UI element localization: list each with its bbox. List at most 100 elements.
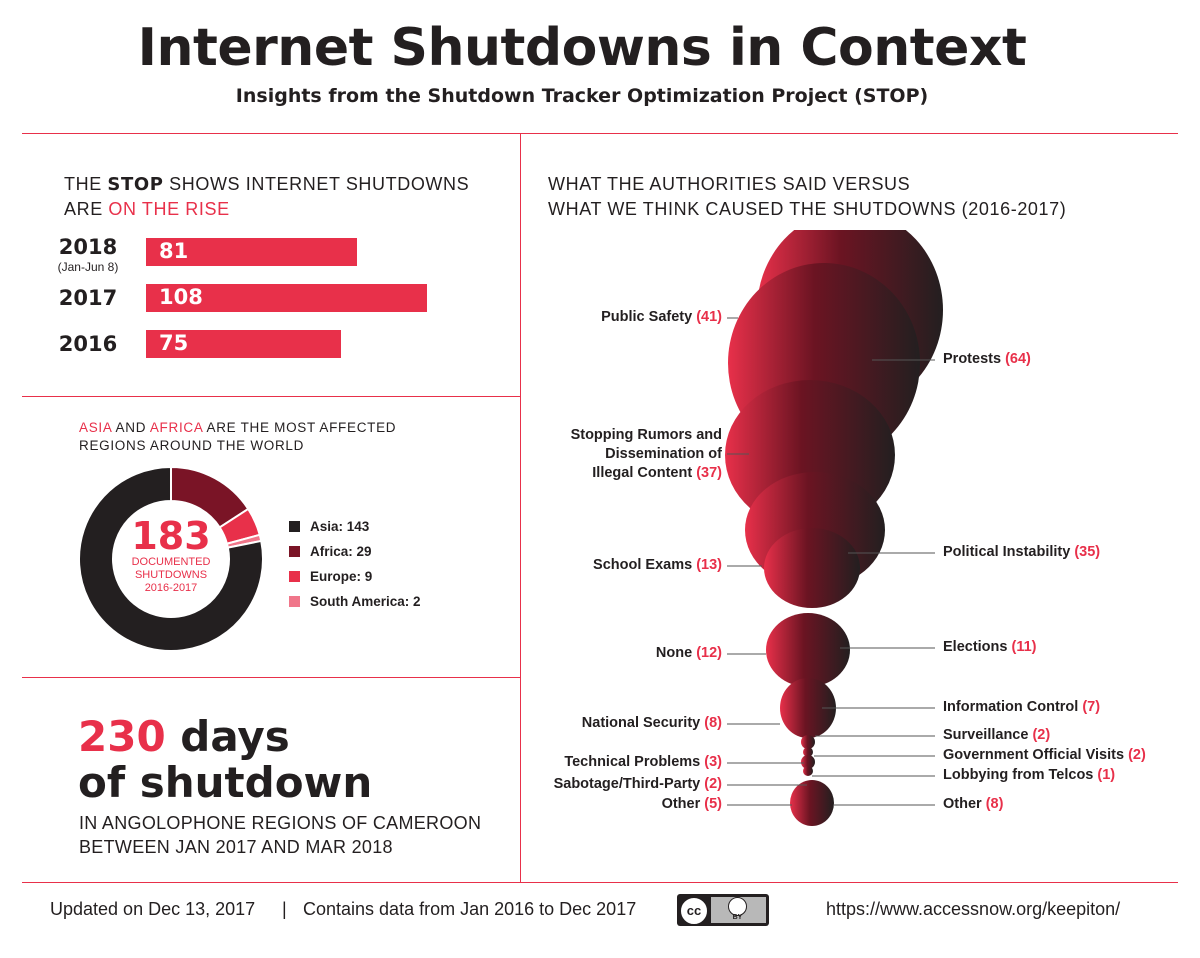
cause-label-text: Stopping Rumors and: [570, 427, 722, 443]
cause-value: (2): [704, 776, 722, 792]
regions-heading-and: AND: [111, 420, 150, 435]
cause-label: Surveillance (2): [943, 726, 1050, 745]
cause-bubble: [801, 735, 815, 749]
days-number: 230: [78, 712, 166, 761]
cause-bubble: [766, 613, 850, 687]
donut-caption-1: DOCUMENTED: [131, 556, 211, 568]
cause-bubble: [803, 747, 813, 757]
bottom-divider: [22, 882, 1178, 883]
cause-bubble: [803, 766, 813, 776]
rise-heading-bold: STOP: [107, 174, 164, 195]
cause-value: (1): [1097, 767, 1116, 783]
cause-label: School Exams (13): [593, 556, 722, 575]
cause-label: Lobbying from Telcos (1): [943, 766, 1115, 785]
cause-label: None (12): [656, 644, 722, 663]
bar-value-label: 108: [159, 285, 203, 309]
regions-heading: ASIA AND AFRICA ARE THE MOST AFFECTED RE…: [79, 419, 396, 455]
cause-value: (8): [985, 796, 1004, 812]
cause-value: (64): [1005, 351, 1031, 367]
cause-label-text: Illegal Content: [592, 465, 697, 481]
cause-value: (11): [1011, 639, 1037, 655]
cc-by-license-badge[interactable]: cc BY: [677, 894, 769, 926]
cause-label-text: Information Control: [943, 699, 1083, 715]
donut-slice-asia: [78, 466, 264, 652]
legend-item: Asia: 143: [289, 514, 421, 539]
days-line2: of shutdown: [78, 758, 373, 807]
bar: [146, 238, 357, 266]
cause-label-text: Government Official Visits: [943, 747, 1129, 763]
cause-label-text: Sabotage/Third-Party: [553, 776, 705, 792]
legend-item: Africa: 29: [289, 539, 421, 564]
cause-bubble: [780, 678, 836, 738]
regions-donut-chart: [78, 466, 264, 652]
cause-value: (2): [1032, 727, 1051, 743]
cause-value: (2): [1128, 747, 1146, 763]
legend-swatch: [289, 596, 300, 607]
cause-label: Other (5): [662, 795, 722, 814]
cause-label-text: Lobbying from Telcos: [943, 767, 1098, 783]
cause-label-text: Dissemination of: [605, 446, 722, 462]
cause-value: (7): [1082, 699, 1101, 715]
page-subtitle: Insights from the Shutdown Tracker Optim…: [235, 85, 929, 107]
by-person-icon: [728, 897, 747, 916]
regions-heading-line2: REGIONS AROUND THE WORLD: [79, 438, 305, 453]
cameroon-note-line1: IN ANGOLOPHONE REGIONS OF CAMEROON: [79, 813, 482, 833]
legend-item: Europe: 9: [289, 564, 421, 589]
legend-item: South America: 2: [289, 589, 421, 614]
cause-label-text: Elections: [943, 639, 1012, 655]
cause-label: Other (8): [943, 795, 1003, 814]
cause-bubble: [764, 528, 860, 608]
rise-heading-text-3: ARE: [64, 199, 109, 219]
regions-heading-asia: ASIA: [79, 420, 112, 435]
legend-swatch: [289, 546, 300, 557]
cause-label: National Security (8): [582, 714, 722, 733]
regions-legend: Asia: 143 Africa: 29 Europe: 9 South Americ…: [289, 514, 421, 614]
cause-value: (35): [1074, 544, 1101, 560]
legend-label: Africa: 29: [310, 544, 372, 559]
cause-label: Political Instability (35): [943, 543, 1100, 562]
cause-label-text: Surveillance: [943, 727, 1033, 743]
cause-value: (3): [704, 754, 722, 770]
cause-label-text: School Exams: [593, 557, 697, 573]
cameroon-note-line2: BETWEEN JAN 2017 AND MAR 2018: [79, 837, 393, 857]
footer-url[interactable]: https://www.accessnow.org/keepiton/: [826, 899, 1121, 919]
donut-caption-3: 2016-2017: [144, 582, 198, 594]
legend-label: Europe: 9: [310, 569, 373, 584]
donut-total: 183: [131, 514, 211, 558]
cause-label-text: Technical Problems: [564, 754, 705, 770]
bar: [146, 330, 341, 358]
footer-contains: Contains data from Jan 2016 to Dec 2017: [303, 899, 637, 919]
regions-heading-africa: AFRICA: [149, 420, 203, 435]
cause-label-text: Other: [943, 796, 986, 812]
cause-bubble: [790, 780, 834, 826]
regions-heading-rest: ARE THE MOST AFFECTED: [202, 420, 397, 435]
cause-label-text: Public Safety: [601, 309, 697, 325]
rise-heading: THE STOP SHOWS INTERNET SHUTDOWNS ARE ON…: [64, 172, 469, 222]
cause-label: Protests (64): [943, 350, 1031, 369]
cause-label-text: Other: [661, 796, 705, 812]
causes-heading: WHAT THE AUTHORITIES SAID VERSUS WHAT WE…: [548, 172, 1066, 222]
legend-swatch: [289, 571, 300, 582]
cause-label: Sabotage/Third-Party (2): [554, 775, 722, 794]
cause-value: (12): [696, 645, 722, 661]
bar-value-label: 81: [159, 239, 189, 263]
page-title: Internet Shutdowns in Context: [137, 18, 1027, 78]
bar-year-label: 2016: [58, 332, 118, 356]
left-divider-1: [22, 396, 520, 397]
cause-value: (13): [696, 557, 722, 573]
cause-label: Public Safety (41): [601, 308, 722, 327]
rise-heading-text-2: SHOWS INTERNET SHUTDOWNS: [163, 174, 470, 194]
cause-label: Technical Problems (3): [564, 753, 722, 772]
legend-swatch: [289, 521, 300, 532]
cause-label: Elections (11): [943, 638, 1037, 657]
cause-label-text: National Security: [581, 715, 705, 731]
cause-label-text: Protests: [943, 351, 1006, 367]
donut-caption-2: SHUTDOWNS: [134, 569, 208, 581]
cause-label-text: Political Instability: [943, 544, 1075, 560]
causes-heading-line2: WHAT WE THINK CAUSED THE SHUTDOWNS (2016…: [548, 199, 1067, 219]
cameroon-days: 230 days of shutdown: [78, 714, 372, 806]
cause-label: Stopping Rumors and Dissemination of Illeg…: [571, 426, 722, 483]
bar-value-label: 75: [159, 331, 189, 355]
by-label: BY: [732, 914, 743, 921]
cause-value: (8): [704, 715, 722, 731]
